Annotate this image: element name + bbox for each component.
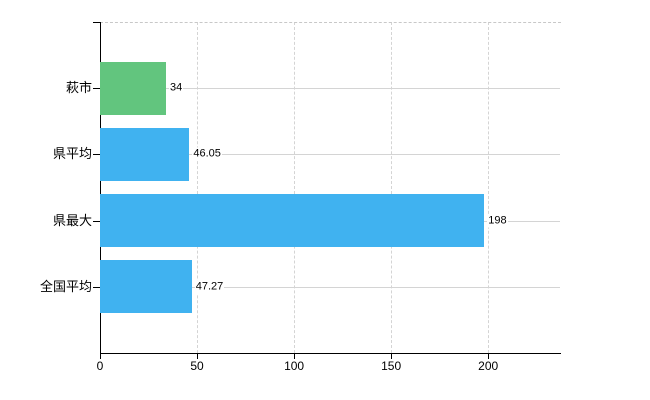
value-label: 47.27 xyxy=(194,280,225,294)
x-axis-tick xyxy=(197,354,199,359)
y-axis-tick xyxy=(93,154,100,156)
category-label: 県平均 xyxy=(52,146,92,162)
horizontal-gridline xyxy=(100,88,560,90)
x-axis-tick xyxy=(488,354,490,359)
value-label: 198 xyxy=(487,214,508,228)
bar-0 xyxy=(100,61,166,115)
y-axis-end-tick xyxy=(93,22,100,23)
plot-top-border xyxy=(100,22,561,23)
y-axis-line xyxy=(100,22,101,354)
category-label: 県最大 xyxy=(52,212,92,228)
plot-area: 34 46.05 198 47.27 xyxy=(100,22,560,353)
horizontal-gridline xyxy=(100,286,560,288)
value-label: 34 xyxy=(168,81,184,95)
category-label: 全国平均 xyxy=(39,278,92,294)
bar-1 xyxy=(100,127,190,181)
x-axis-tick xyxy=(294,354,296,359)
y-axis-tick xyxy=(93,286,100,288)
x-axis-tick xyxy=(100,354,101,359)
x-tick-label: 50 xyxy=(190,359,204,373)
x-tick-label: 200 xyxy=(478,359,499,373)
bar-2 xyxy=(100,194,485,248)
x-axis-tick xyxy=(391,354,393,359)
horizontal-gridline xyxy=(100,154,560,156)
vertical-gridline xyxy=(488,22,490,353)
x-axis-line xyxy=(100,353,561,354)
vertical-gridline xyxy=(294,22,296,353)
x-tick-label: 0 xyxy=(96,359,104,373)
bar-3 xyxy=(100,260,192,314)
x-tick-label: 150 xyxy=(381,359,402,373)
y-axis-tick xyxy=(93,220,100,222)
y-axis-tick xyxy=(93,88,100,90)
value-label: 46.05 xyxy=(192,147,222,161)
vertical-gridline xyxy=(197,22,199,353)
category-label: 萩市 xyxy=(65,80,92,96)
x-tick-label: 100 xyxy=(284,359,305,373)
vertical-gridline xyxy=(391,22,393,353)
